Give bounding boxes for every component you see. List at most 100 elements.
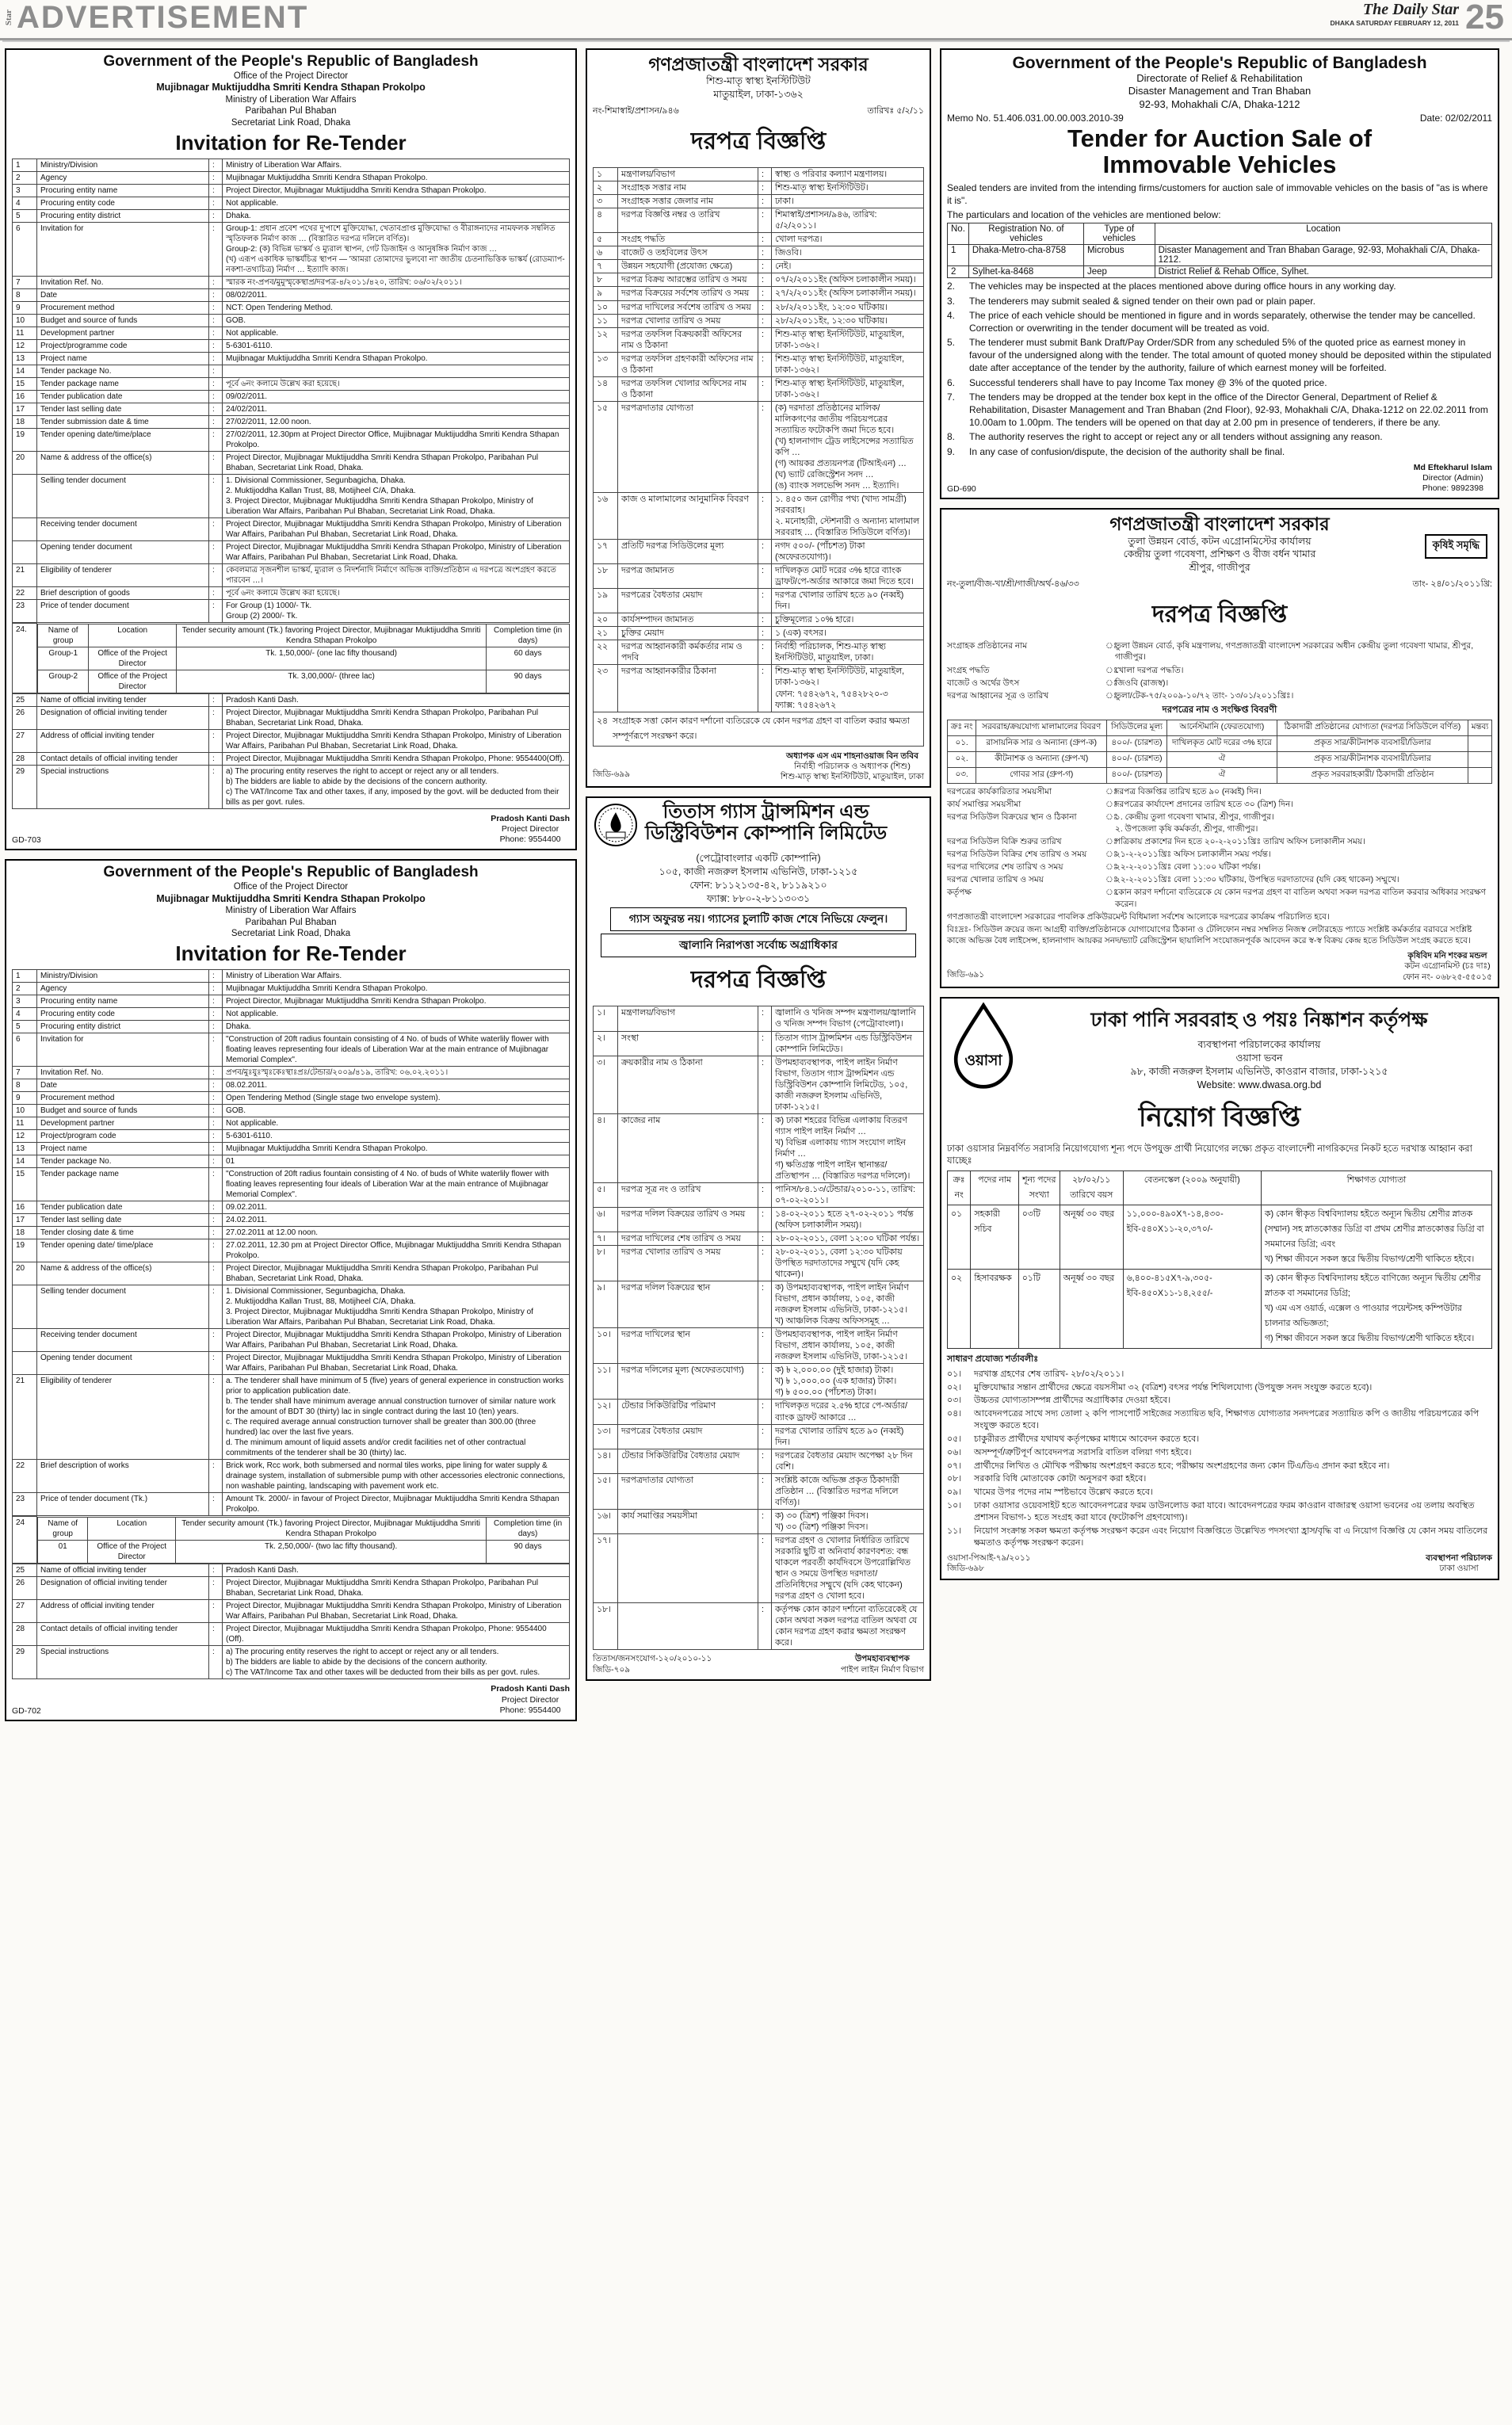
group-col-header: Completion time (in days) xyxy=(486,623,570,647)
table-row: ১৬কাজ ও মালামালের আনুমানিক বিবরণ১. ৪৫০ জ… xyxy=(593,491,924,540)
table-row: 8Date08/02/2011. xyxy=(12,288,570,303)
job-row: ০২ হিসাবরক্ষক ০১টি অনূর্ধ্ব ৩০ বছর ৬,৪০০-৪১৫… xyxy=(946,1268,1493,1349)
signatory-phone: ফোন নং- ০৬৮২৫-৫৫০১৫ xyxy=(1402,972,1492,982)
condition-item: 5. The tenderer must submit Bank Draft/Pa… xyxy=(947,337,1491,374)
website-link[interactable]: Website: www.dwasa.org.bd xyxy=(1197,1079,1322,1090)
dateline: DHAKA SATURDAY FEBRUARY 12, 2011 xyxy=(1330,19,1460,27)
group-row: Group-2 Office of the Project Director Tk.… xyxy=(36,669,570,693)
agency-line: Mujibnagar Muktijuddha Smriti Kendra Sth… xyxy=(156,82,426,94)
org-name: Government of the People's Republic of B… xyxy=(1012,54,1427,72)
group-col-header: Completion time (in days) xyxy=(486,1516,570,1541)
internal-ref: তিতাস/জনসংযোগ-১২০/২০১০-১১ xyxy=(593,1654,712,1664)
internal-ref: ওয়াসা-পিআই-৭৯/২০১১ xyxy=(947,1552,1031,1563)
star-logo-icon: Star xyxy=(4,9,13,26)
address-line: ১০৫, কাজী নজরুল ইসলাম এভিনিউ, ঢাকা-১২১৫ xyxy=(659,865,858,877)
notice-retender-2: Government of the People's Republic of B… xyxy=(5,859,577,1721)
notice-title: দরপত্র বিজ্ঞপ্তি xyxy=(1151,601,1288,628)
info-row: সংগ্রহ পদ্ধতিঃ খোলা দরপত্র পদ্ধতি। xyxy=(947,665,1184,675)
org-name: গণপ্রজাতন্ত্রী বাংলাদেশ সরকার xyxy=(1109,514,1330,535)
office-line: Office of the Project Director xyxy=(233,882,349,892)
memo-ref: নং-তুলা/বীজ-খা/শ্রী/গাজী/অর্থ-৪৬/৩৩ xyxy=(947,579,1079,590)
memo-date: তাং- ২৪/০১/২০১১খ্রি: xyxy=(1412,579,1492,590)
paper-logo: The Daily Star xyxy=(1362,1,1460,18)
job-col-header: শিক্ষাগত যোগ্যতা xyxy=(1260,1170,1493,1205)
nb-paragraph: বিঃদ্রঃ- সিডিউল ক্রয়ের জন্য আগ্রহী ব্যক… xyxy=(947,924,1472,946)
condition-item: 6. Successful tenderers shall have to pay… xyxy=(947,376,1327,388)
table-row: ১৪।টেন্ডার সিকিউরিটির বৈধতার মেয়াদদরপত্… xyxy=(593,1448,924,1474)
office-line-2: কেন্দ্রীয় তুলা গবেষণা, প্রশিক্ষণ ও বীজ … xyxy=(1123,548,1316,560)
gd-number: GD-690 xyxy=(947,484,976,495)
group-col-header: Tender security amount (Tk.) favoring Pr… xyxy=(175,623,487,647)
condition-item: 3. The tenderers may submit sealed & sign… xyxy=(947,295,1315,307)
signatory-title: Project Director xyxy=(501,824,559,834)
table-row: ১৬।কার্য সমাপ্তির সময়সীমাক) ৩০ (ত্রিশ) … xyxy=(593,1508,924,1534)
table-row: 26 Designation of official inviting tende… xyxy=(12,1576,570,1601)
office-line: Office of the Project Director xyxy=(233,71,349,81)
signature-block: Pradosh Kanti Dash Project Director Phon… xyxy=(491,1684,570,1715)
tender-table: ১।মন্ত্রণালয়/বিভাগজ্বালানি ও খনিজ সম্পদ… xyxy=(593,1006,924,1651)
table-row: ৫।দরপত্র সূত্র নং ও তারিখপানিস/৮৪.১৩/টেন… xyxy=(593,1182,924,1208)
gas-slogan: গ্যাস অফুরন্ত নয়। গ্যাসের চুলাটি কাজ শে… xyxy=(610,907,907,932)
address-line: মাতুয়াইল, ঢাকা-১৩৬২ xyxy=(713,89,804,101)
signature-block: Md Eftekharul Islam Director (Admin) Pho… xyxy=(1414,463,1492,494)
schedule-row: ০৩. গোবর সার (গ্রুপ-গ) ৪০০/- (চারশত) ঐ প্রকৃ… xyxy=(946,767,1492,785)
notice-title: দরপত্র বিজ্ঞপ্তি xyxy=(690,967,827,994)
signatory-name: Pradosh Kanti Dash xyxy=(491,814,570,824)
table-row: ২সংগ্রাহক সত্তার নামশিশু-মাতৃ স্বাস্থ্য … xyxy=(593,181,924,196)
group-table-wrap: 24. Name of group Location Tender security… xyxy=(12,623,570,694)
signatory-name: অধ্যাপক এস এম শাহনাওয়াজ বিন তবিব xyxy=(786,750,918,761)
condition-item: 9. In any case of confusion/dispute, the … xyxy=(947,445,1285,457)
notice-title: Invitation for Re-Tender xyxy=(175,941,407,966)
org-name: গণপ্রজাতন্ত্রী বাংলাদেশ সরকার xyxy=(648,54,869,74)
schedule-col-header: আর্নেস্টমানি (ফেরতযোগ্য) xyxy=(1166,720,1277,737)
vehicle-table: No. Registration No. of vehicles Type of v… xyxy=(947,223,1493,279)
intro-paragraph: Sealed tenders are invited from the inte… xyxy=(947,181,1488,206)
job-row: ০১ সহকারী সচিব ০৩টি অনূর্ধ্ব ৩০ বছর ১১,০০০-৪… xyxy=(946,1204,1493,1270)
table-row: Selling tender document1. Divisional Com… xyxy=(12,1285,570,1330)
group-col-header: Location xyxy=(88,623,177,647)
table-row: Opening tender documentProject Director,… xyxy=(12,1351,570,1376)
signatory-title: উপমহাব্যবস্থাপক xyxy=(854,1654,910,1664)
company-name-2: ডিস্ট্রিবিউশন কোম্পানি লিমিটেড xyxy=(645,822,888,844)
job-col-header: ২৮/০২/১১ তারিখে বয়স xyxy=(1059,1170,1124,1205)
bhaban-line: Disaster Management and Tran Bhaban xyxy=(1128,85,1312,97)
table-row: ১৫।দরপত্রদাতার যোগ্যতাসংশ্লিষ্ট কাজে অভি… xyxy=(593,1472,924,1510)
road-line: Secretariat Link Road, Dhaka xyxy=(231,929,351,939)
notice-title-line1: Tender for Auction Sale of xyxy=(1067,124,1373,152)
info-row: দরপত্র খোলার তারিখ ও সময়ঃ ২২-২-২০১১খ্রিঃ… xyxy=(947,875,1399,885)
table-row: ১২ দরপত্র তফসিল বিক্রয়কারী অফিসের নাম ও … xyxy=(593,327,924,353)
vehicle-col-header: Registration No. of vehicles xyxy=(968,223,1084,246)
right-column: Government of the People's Republic of B… xyxy=(940,48,1499,1730)
job-col-header: শূন্য পদের সংখ্যা xyxy=(1018,1170,1060,1205)
table-row: ১২।টেন্ডার সিকিউরিটির পরিমাণদাখিলকৃত দরে… xyxy=(593,1399,924,1425)
signatory-org: ঢাকা ওয়াসা xyxy=(1439,1564,1479,1574)
fax-line: ফ্যাক্স: ৮৮০-২-৮১১৩০৩১ xyxy=(706,892,811,904)
gd-number: জিডি-৬৯৮ xyxy=(947,1564,985,1574)
info-row: দরপত্র সিডিউল বিক্রয়ের স্থান ও ঠিকানাঃ ১… xyxy=(947,812,1274,834)
info-row: দরপত্র সিডিউল বিক্রির শেষ তারিখ ও সময়ঃ ২… xyxy=(947,849,1271,859)
notice-simh-tender: গণপ্রজাতন্ত্রী বাংলাদেশ সরকার শিশু-মাতৃ … xyxy=(586,48,931,788)
